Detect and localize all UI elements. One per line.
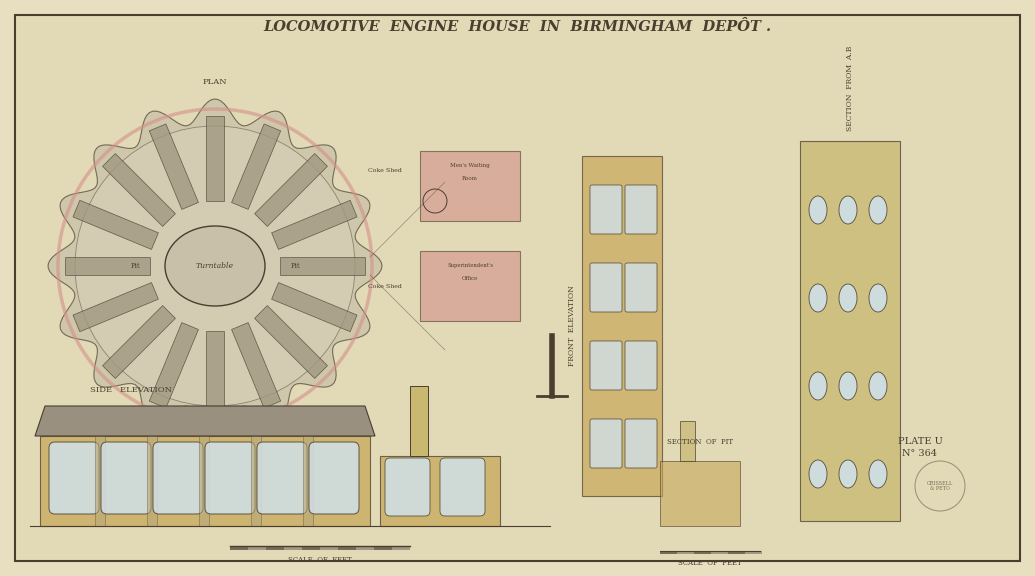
FancyBboxPatch shape — [14, 15, 1021, 561]
Text: FRONT  ELEVATION: FRONT ELEVATION — [568, 286, 576, 366]
Polygon shape — [73, 200, 158, 249]
FancyBboxPatch shape — [590, 263, 622, 312]
FancyBboxPatch shape — [440, 458, 485, 516]
Polygon shape — [280, 257, 365, 275]
Polygon shape — [232, 323, 280, 408]
Text: SECTION  FROM  A.B: SECTION FROM A.B — [846, 46, 854, 131]
Ellipse shape — [809, 196, 827, 224]
Polygon shape — [255, 306, 327, 378]
Ellipse shape — [869, 196, 887, 224]
Text: PLAN: PLAN — [203, 78, 228, 86]
Text: SCALE  OF  FEET: SCALE OF FEET — [678, 559, 742, 567]
Bar — [380, 456, 500, 526]
Text: N° 364: N° 364 — [903, 449, 938, 458]
Polygon shape — [206, 331, 224, 416]
Bar — [303, 436, 313, 526]
Text: GRISSELL
& PETO: GRISSELL & PETO — [927, 480, 953, 491]
Text: Coke Shed: Coke Shed — [368, 169, 402, 173]
Text: LOCOMOTIVE  ENGINE  HOUSE  IN  BIRMINGHAM  DEPÔT .: LOCOMOTIVE ENGINE HOUSE IN BIRMINGHAM DE… — [263, 20, 771, 34]
Polygon shape — [73, 283, 158, 332]
Polygon shape — [271, 283, 357, 332]
Ellipse shape — [839, 284, 857, 312]
Ellipse shape — [869, 372, 887, 400]
FancyBboxPatch shape — [590, 341, 622, 390]
Bar — [95, 436, 105, 526]
FancyBboxPatch shape — [625, 341, 657, 390]
Text: SCALE  OF  FEET: SCALE OF FEET — [288, 556, 352, 564]
Polygon shape — [149, 323, 199, 408]
Ellipse shape — [809, 372, 827, 400]
FancyBboxPatch shape — [590, 185, 622, 234]
Ellipse shape — [165, 226, 265, 306]
FancyBboxPatch shape — [101, 442, 151, 514]
Ellipse shape — [839, 372, 857, 400]
Ellipse shape — [839, 196, 857, 224]
Text: Pit: Pit — [290, 262, 300, 270]
Bar — [420, 251, 520, 321]
Polygon shape — [65, 257, 150, 275]
FancyBboxPatch shape — [590, 419, 622, 468]
Bar — [420, 151, 520, 221]
Polygon shape — [35, 406, 375, 436]
Polygon shape — [149, 124, 199, 210]
Text: Men's Waiting: Men's Waiting — [450, 164, 490, 169]
Bar — [680, 421, 694, 461]
FancyBboxPatch shape — [153, 442, 203, 514]
Text: SIDE   ELEVATION: SIDE ELEVATION — [90, 386, 172, 394]
Ellipse shape — [869, 460, 887, 488]
Bar — [410, 386, 428, 456]
Bar — [147, 436, 157, 526]
Polygon shape — [49, 99, 382, 433]
Text: Turntable: Turntable — [196, 262, 234, 270]
Bar — [582, 156, 662, 496]
FancyBboxPatch shape — [205, 442, 255, 514]
FancyBboxPatch shape — [385, 458, 430, 516]
FancyBboxPatch shape — [49, 442, 99, 514]
Polygon shape — [255, 154, 327, 226]
Text: Coke Shed: Coke Shed — [368, 283, 402, 289]
FancyBboxPatch shape — [309, 442, 359, 514]
Bar — [252, 436, 261, 526]
Text: PLATE U: PLATE U — [897, 437, 943, 445]
Polygon shape — [102, 306, 175, 378]
Bar — [199, 436, 209, 526]
Bar — [660, 461, 740, 526]
Ellipse shape — [809, 460, 827, 488]
Polygon shape — [102, 154, 175, 226]
FancyBboxPatch shape — [625, 419, 657, 468]
Text: Superintendent's: Superintendent's — [447, 263, 493, 268]
Polygon shape — [206, 116, 224, 201]
Text: SECTION  OF  PIT: SECTION OF PIT — [667, 438, 733, 446]
Text: Office: Office — [462, 276, 478, 282]
FancyBboxPatch shape — [625, 263, 657, 312]
FancyBboxPatch shape — [257, 442, 307, 514]
Bar — [800, 141, 900, 521]
FancyBboxPatch shape — [625, 185, 657, 234]
Ellipse shape — [869, 284, 887, 312]
Bar — [40, 436, 369, 526]
Polygon shape — [271, 200, 357, 249]
Ellipse shape — [809, 284, 827, 312]
Polygon shape — [232, 124, 280, 210]
Text: Pit: Pit — [130, 262, 140, 270]
Text: Room: Room — [462, 176, 478, 181]
Circle shape — [75, 126, 355, 406]
Ellipse shape — [839, 460, 857, 488]
